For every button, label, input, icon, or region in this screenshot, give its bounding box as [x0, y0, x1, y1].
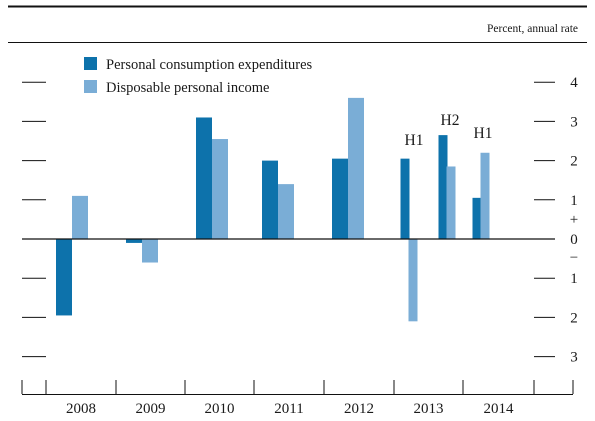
units-label: Percent, annual rate	[487, 23, 578, 35]
y-tick-label: 3	[570, 350, 578, 366]
x-tick-label: 2009	[136, 401, 166, 417]
pce-bar-2011	[262, 160, 278, 239]
pce-bar-2009	[126, 239, 142, 243]
x-tick-label: 2011	[274, 401, 303, 417]
x-tick-label: 2008	[66, 401, 96, 417]
dpi-bar-2013-h1	[408, 239, 418, 322]
bars	[56, 97, 490, 322]
dpi-bar-2009	[142, 239, 158, 263]
legend-swatch-dpi	[84, 80, 97, 93]
pce-bar-2013-h2	[438, 135, 448, 239]
y-tick-label: 4	[570, 75, 578, 91]
pce-bar-2013-h1	[400, 158, 410, 239]
y-tick-label: 3	[570, 114, 578, 130]
annotation-2013-h2: H2	[441, 112, 460, 129]
y-tick-label: 0	[570, 232, 578, 248]
pce-bar-2008	[56, 239, 72, 316]
pce-bar-2010	[196, 117, 212, 239]
pce-bar-2014-h1	[472, 197, 482, 239]
dpi-bar-2008	[72, 195, 88, 239]
minus-sign: −	[570, 250, 578, 266]
dpi-bar-2012	[348, 97, 364, 239]
x-axis: 2008 2009 2010 2011 2012 2013 2014	[21, 380, 574, 417]
dpi-bar-2011	[278, 184, 294, 239]
plus-sign: +	[570, 212, 578, 228]
annotation-2013-h1: H1	[405, 132, 424, 149]
legend-swatch-pce	[84, 57, 97, 70]
x-tick-label: 2010	[205, 401, 235, 417]
legend: Personal consumption expenditures Dispos…	[84, 57, 313, 96]
legend-label-pce: Personal consumption expenditures	[106, 57, 313, 73]
x-tick-label: 2014	[484, 401, 515, 417]
y-axis-ticks: 4 3 2 1 0 1 2 3	[22, 75, 578, 366]
dpi-bar-2014-h1	[480, 152, 490, 239]
dpi-bar-2013-h2	[446, 166, 456, 239]
x-axis-ticks: 2008 2009 2010 2011 2012 2013 2014	[45, 380, 535, 417]
x-tick-label: 2013	[414, 401, 444, 417]
dpi-bar-2010	[212, 139, 228, 239]
y-tick-label: 1	[570, 271, 578, 287]
y-tick-label: 2	[570, 310, 578, 326]
legend-label-dpi: Disposable personal income	[106, 80, 270, 96]
annotation-2014-h1: H1	[474, 125, 493, 142]
y-tick-label: 2	[570, 154, 578, 170]
pce-bar-2012	[332, 158, 348, 239]
y-tick-label: 1	[570, 193, 578, 209]
x-tick-label: 2012	[344, 401, 374, 417]
